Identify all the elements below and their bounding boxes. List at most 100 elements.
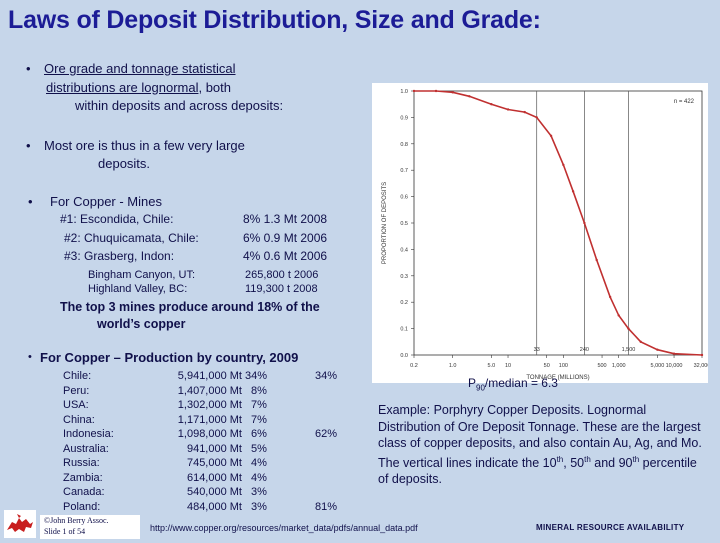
data-point bbox=[562, 163, 565, 167]
x-tick-label: 1,000 bbox=[612, 363, 626, 369]
table-row-country: Canada: bbox=[63, 486, 105, 498]
caption-sup3: th bbox=[632, 454, 640, 464]
mine-value: 6% 0.9 Mt 2006 bbox=[243, 231, 328, 245]
x-tick-label: 32,000 bbox=[694, 363, 708, 369]
y-tick-label: 1.0 bbox=[400, 89, 408, 95]
table-row-country: Poland: bbox=[63, 500, 101, 513]
mine-value: 4% 0.6 Mt 2006 bbox=[243, 249, 328, 263]
y-tick-label: 0.2 bbox=[400, 300, 408, 306]
table-row-pct: 7% bbox=[251, 399, 267, 411]
p90-median-label: P90/median = 6.3 bbox=[468, 376, 558, 392]
y-tick-label: 0.4 bbox=[400, 247, 408, 253]
other-mine-label: Highland Valley, BC: bbox=[88, 283, 188, 295]
table-row-amount: 1,171,000 Mt bbox=[177, 413, 242, 426]
tonnage-chart-svg: 0.0 0.1 0.2 0.3 0.4 0.5 0.6 0.7 0.8 0.9 1.0 0.2 1.0 5… bbox=[382, 89, 710, 381]
bullet-1-line2-rest: , both bbox=[198, 80, 231, 95]
x-tick-label: 10,000 bbox=[666, 363, 683, 369]
bullet-3-dot: • bbox=[28, 194, 33, 209]
table-row-cumulative: 34% bbox=[315, 370, 338, 382]
table-row-pct: 5% bbox=[251, 442, 267, 455]
table-row-pct: 7% bbox=[251, 413, 267, 426]
data-point bbox=[595, 258, 598, 262]
mine-label: #3: Grasberg, Indon: bbox=[64, 249, 175, 263]
plot-frame bbox=[413, 90, 703, 356]
bullet-1-dot: • bbox=[26, 61, 31, 76]
bullet-4-dot: • bbox=[28, 351, 32, 363]
bullet-1-line3: within deposits and across deposits: bbox=[75, 98, 284, 113]
data-point bbox=[617, 314, 620, 317]
source-url[interactable]: http://www.copper.org/resources/market_d… bbox=[150, 523, 418, 533]
table-row-pct: 8% bbox=[251, 384, 267, 397]
tonnage-chart: 0.0 0.1 0.2 0.3 0.4 0.5 0.6 0.7 0.8 0.9 1.0 0.2 1.0 5… bbox=[372, 83, 710, 383]
p90-sub: 90 bbox=[476, 383, 485, 393]
bullet-2-line1: Most ore is thus in a few very large bbox=[44, 138, 245, 153]
data-point bbox=[506, 108, 510, 111]
table-row-amount: 1,407,000 Mt bbox=[177, 384, 242, 397]
welsh-dragon-logo bbox=[4, 510, 36, 538]
data-point bbox=[608, 295, 612, 299]
caption-part1: Example: Porphyry Copper Deposits. Logno… bbox=[378, 403, 702, 470]
slide-number: Slide 1 of 54 bbox=[44, 527, 86, 536]
x-tick-label: 1.0 bbox=[449, 363, 457, 369]
lognormal-text: distributions are lognormal bbox=[46, 80, 199, 95]
data-point bbox=[583, 221, 586, 225]
data-point bbox=[656, 348, 659, 351]
cumulative-curve bbox=[414, 90, 703, 356]
data-point bbox=[672, 352, 676, 355]
y-tick-label: 0.9 bbox=[400, 115, 408, 121]
caption-sup2: th bbox=[584, 454, 591, 464]
table-row-cumulative: 62% bbox=[315, 428, 338, 440]
data-point bbox=[549, 134, 553, 138]
table-row-amount: 540,000 Mt bbox=[186, 486, 242, 498]
table-row-country: China: bbox=[63, 413, 95, 426]
data-point bbox=[468, 95, 471, 98]
data-point bbox=[627, 327, 630, 330]
data-point bbox=[434, 89, 438, 93]
x-tick-label: 10 bbox=[505, 363, 511, 369]
table-row-country: Indonesia: bbox=[63, 428, 114, 440]
caption-part3: and 90 bbox=[590, 455, 633, 470]
y-tick-label: 0.8 bbox=[400, 142, 408, 148]
table-row-country: Australia: bbox=[63, 442, 109, 455]
table-row-country: Zambia: bbox=[63, 471, 103, 484]
table-row-pct: 4% bbox=[251, 457, 267, 469]
table-row-amount: 614,000 Mt bbox=[186, 471, 242, 484]
table-row-amount: 1,098,000 Mt bbox=[177, 428, 242, 440]
footer-section-title: MINERAL RESOURCE AVAILABILITY bbox=[536, 523, 685, 532]
x-tick-label: 5.0 bbox=[488, 363, 496, 369]
p90-post: /median = 6.3 bbox=[484, 376, 558, 390]
percentile-line-label: 33 bbox=[534, 347, 540, 353]
x-tick-label: 0.2 bbox=[410, 363, 418, 369]
table-row-cumulative: 81% bbox=[315, 500, 338, 513]
data-point bbox=[535, 116, 538, 119]
p90-p: P bbox=[468, 376, 477, 390]
table-row-pct: 6% bbox=[251, 428, 267, 440]
table-row-pct: 3% bbox=[251, 486, 267, 498]
other-mine-value: 119,300 t 2008 bbox=[245, 283, 318, 295]
data-point bbox=[412, 89, 416, 93]
bullet-3-line1: For Copper - Mines bbox=[50, 194, 162, 209]
data-point bbox=[523, 110, 526, 114]
production-heading: For Copper – Production by country, 2009 bbox=[40, 350, 299, 365]
data-point bbox=[700, 353, 704, 357]
table-row-country: USA: bbox=[63, 399, 89, 411]
bullet-2-dot: • bbox=[26, 138, 31, 153]
x-tick-label: 500 bbox=[597, 363, 606, 369]
mine-label: #1: Escondida, Chile: bbox=[60, 212, 174, 226]
copyright-line1: ©John Berry Assoc. bbox=[44, 516, 109, 525]
slide-title: Laws of Deposit Distribution, Size and G… bbox=[8, 6, 541, 34]
table-row-country: Peru: bbox=[63, 384, 90, 397]
x-tick-label: 50 bbox=[544, 363, 550, 369]
table-row-pct: 3% bbox=[251, 500, 267, 513]
y-tick-label: 0.6 bbox=[400, 195, 408, 201]
data-point bbox=[490, 103, 493, 106]
table-row-country: Russia: bbox=[63, 457, 100, 469]
chart-caption: Example: Porphyry Copper Deposits. Logno… bbox=[378, 402, 708, 488]
y-tick-label: 0.0 bbox=[400, 353, 408, 359]
dragon-icon bbox=[7, 514, 33, 532]
top3-line2: world’s copper bbox=[97, 317, 186, 331]
bullet-1-line1: Ore grade and tonnage statistical bbox=[44, 61, 236, 76]
table-row-amount: 5,941,000 Mt bbox=[177, 370, 242, 382]
table-row-pct: 4% bbox=[251, 471, 267, 484]
y-tick-label: 0.1 bbox=[400, 327, 408, 333]
